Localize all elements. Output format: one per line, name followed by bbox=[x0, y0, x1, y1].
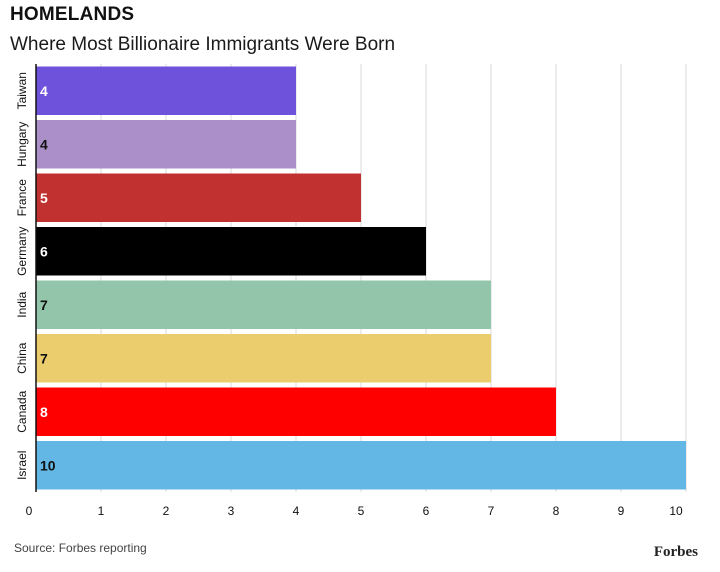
bar-hungary bbox=[36, 120, 296, 169]
category-label-china: China bbox=[15, 342, 29, 374]
data-label-china: 7 bbox=[40, 350, 48, 366]
forbes-logo: Forbes bbox=[653, 544, 698, 560]
x-tick-label-0: 0 bbox=[26, 504, 33, 518]
category-label-germany: Germany bbox=[15, 227, 29, 276]
x-tick-label-5: 5 bbox=[358, 504, 365, 518]
x-tick-label-8: 8 bbox=[553, 504, 560, 518]
data-label-israel: 10 bbox=[40, 457, 56, 473]
data-label-france: 5 bbox=[40, 190, 48, 206]
bar-china bbox=[36, 334, 491, 383]
bar-taiwan bbox=[36, 66, 296, 115]
data-label-hungary: 4 bbox=[40, 136, 48, 152]
chart-subtitle: Where Most Billionaire Immigrants Were B… bbox=[10, 34, 396, 55]
data-label-india: 7 bbox=[40, 297, 48, 313]
bar-germany bbox=[36, 227, 426, 276]
category-label-france: France bbox=[15, 179, 29, 217]
bar-israel bbox=[36, 441, 686, 490]
category-label-israel: Israel bbox=[15, 451, 29, 480]
data-label-germany: 6 bbox=[40, 243, 48, 259]
source-note: Source: Forbes reporting bbox=[14, 541, 147, 555]
x-tick-label-4: 4 bbox=[293, 504, 300, 518]
bar-india bbox=[36, 280, 491, 329]
x-tick-label-1: 1 bbox=[98, 504, 105, 518]
data-label-taiwan: 4 bbox=[40, 83, 48, 99]
x-tick-label-3: 3 bbox=[228, 504, 235, 518]
category-label-canada: Canada bbox=[15, 390, 29, 432]
x-tick-label-7: 7 bbox=[488, 504, 495, 518]
x-tick-label-10: 10 bbox=[669, 504, 683, 518]
bar-france bbox=[36, 173, 361, 222]
bar-canada bbox=[36, 387, 556, 436]
x-tick-label-2: 2 bbox=[163, 504, 170, 518]
data-label-canada: 8 bbox=[40, 404, 48, 420]
x-tick-label-6: 6 bbox=[423, 504, 430, 518]
category-label-taiwan: Taiwan bbox=[15, 72, 29, 109]
category-label-hungary: Hungary bbox=[15, 122, 29, 167]
x-tick-label-9: 9 bbox=[618, 504, 625, 518]
category-label-india: India bbox=[15, 291, 29, 317]
chart-title: HOMELANDS bbox=[10, 4, 135, 25]
